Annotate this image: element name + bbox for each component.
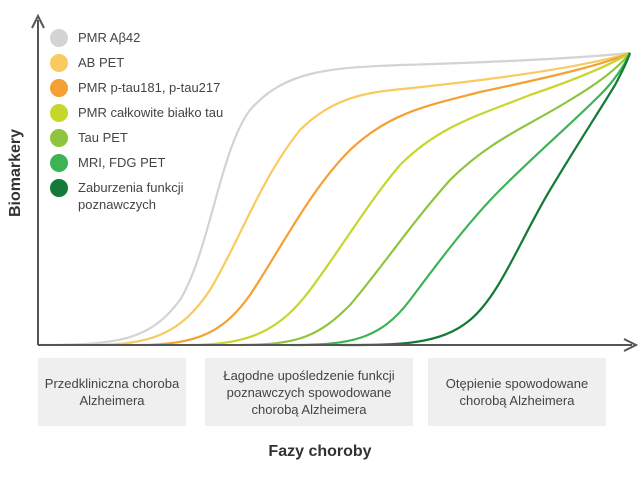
legend-label: PMR Aβ42 [78,30,141,45]
legend-dot [50,129,68,147]
curve-cognitive-impairment [339,52,632,347]
legend-dot [50,79,68,97]
legend-dot [50,104,68,122]
phase-label: Łagodne upośledzenie funkcji poznawczych… [223,367,395,417]
x-axis-label: Fazy choroby [268,443,372,460]
phase-label: Przedkliniczna choroba Alzheimera [44,376,180,408]
y-axis-label: Biomarkery [7,128,24,217]
curve-pmr-ptau [139,51,631,347]
x-axis-arrow [623,338,639,352]
curve-ab-pet [89,51,631,347]
legend-dot [50,54,68,72]
biomarker-curves [37,51,632,347]
curve-tau-pet [239,52,631,347]
legend-dot [50,29,68,47]
legend-dot [50,154,68,172]
legend-label: AB PET [78,55,125,70]
phase-box-mci: Łagodne upośledzenie funkcji poznawczych… [205,358,413,426]
y-axis-arrow [31,13,45,29]
curve-pmr-total-tau [189,52,631,347]
phase-label: Otępienie spowodowane chorobą Alzheimera [445,376,589,408]
phase-box-dementia: Otępienie spowodowane chorobą Alzheimera [428,358,606,426]
legend-label: Tau PET [78,130,128,145]
legend-dot [50,179,68,197]
curve-mri-fdg-pet [289,52,631,347]
curve-pmr-abeta42 [37,51,631,347]
phase-box-preclinical: Przedkliniczna choroba Alzheimera [38,358,186,426]
legend-label: Zaburzenia funkcji poznawczych [78,180,184,212]
legend-label: MRI, FDG PET [78,155,166,170]
legend-label: PMR całkowite białko tau [78,105,224,120]
legend-label: PMR p-tau181, p-tau217 [78,80,221,95]
